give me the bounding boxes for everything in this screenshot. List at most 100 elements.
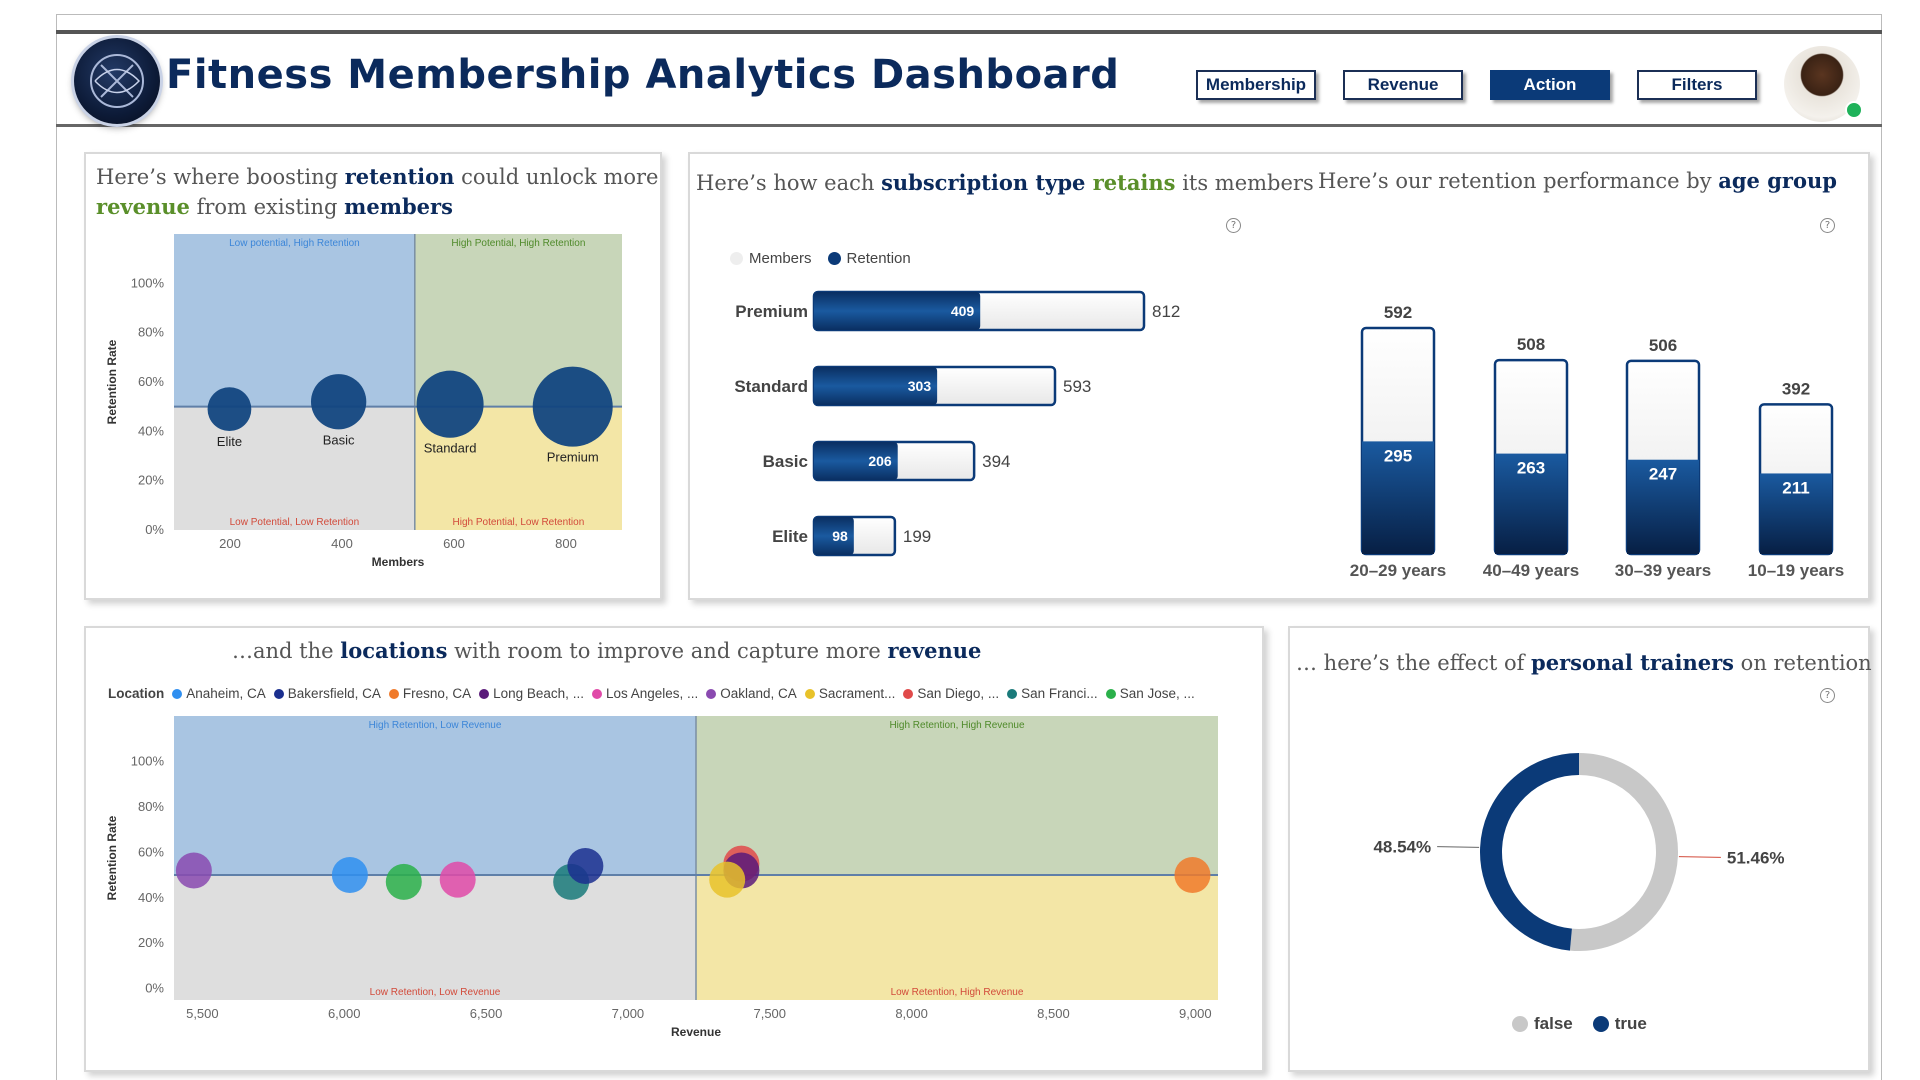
age-members-value: 506	[1649, 336, 1677, 355]
quadrant-bottom-left	[174, 875, 696, 1000]
members-value-label: 199	[903, 527, 931, 546]
nav-button-membership[interactable]: Membership	[1196, 70, 1316, 100]
subscription-age-card: Here’s how each subscription type retain…	[688, 152, 1870, 600]
page-title: Fitness Membership Analytics Dashboard	[166, 52, 1120, 98]
bubble-label: Elite	[217, 434, 242, 449]
y-tick-label: 20%	[138, 473, 164, 488]
location-legend-item[interactable]: Sacrament...	[818, 686, 896, 701]
x-tick-label: 200	[219, 536, 241, 551]
age-retention-bar	[1495, 453, 1567, 554]
age-group-bar-chart: 592 295 20–29 years 508 263 40–49 years 506 247…	[1350, 303, 1844, 580]
bar-category-label: Premium	[735, 302, 808, 321]
legend-true-label: true	[1614, 1014, 1647, 1033]
trainer-donut-chart: 51.46% 48.54%	[1373, 753, 1785, 951]
x-tick-label: 9,000	[1179, 1006, 1212, 1021]
legend-retention-label: Retention	[846, 250, 911, 267]
location-legend-item[interactable]: Bakersfield, CA	[287, 686, 381, 701]
age-category-label: 10–19 years	[1748, 561, 1844, 580]
location-bubble	[331, 857, 368, 894]
trainer-legend: false true	[1512, 1014, 1647, 1034]
y-tick-label: 100%	[131, 275, 165, 290]
location-bubble	[175, 852, 212, 889]
location-legend-item[interactable]: Anaheim, CA	[186, 686, 266, 701]
retention-bar-premium	[814, 292, 981, 330]
retention-scatter-chart: Low potential, High Retention High Potent…	[105, 234, 622, 569]
nav-button-revenue[interactable]: Revenue	[1343, 70, 1463, 100]
location-legend-dot-icon	[1105, 688, 1116, 699]
quadrant-label: Low potential, High Retention	[229, 238, 360, 249]
quadrant-label: Low Retention, High Revenue	[891, 987, 1024, 998]
retention-bar-standard	[814, 367, 938, 405]
age-retention-bar	[1760, 473, 1832, 554]
age-retention-value: 211	[1782, 478, 1809, 497]
location-bubble	[439, 861, 476, 898]
quadrant-label: High Retention, High Revenue	[889, 720, 1025, 731]
bubble-label: Premium	[547, 450, 599, 465]
quadrant-top-right	[696, 716, 1218, 876]
quadrant-top-left	[174, 716, 696, 876]
location-legend-item[interactable]: San Jose, ...	[1119, 686, 1195, 701]
nav-button-action[interactable]: Action	[1490, 70, 1610, 100]
header-rule	[56, 124, 1882, 127]
trainer-help-icon[interactable]: ?	[1820, 688, 1835, 703]
retention-value-label: 409	[951, 303, 975, 319]
subscription-help-icon[interactable]: ?	[1226, 218, 1241, 233]
y-tick-label: 40%	[138, 423, 164, 438]
location-legend-dot-icon	[273, 688, 284, 699]
donut-leader-line	[1678, 856, 1721, 858]
location-bubble	[1174, 857, 1211, 894]
nav-button-filters[interactable]: Filters	[1637, 70, 1757, 100]
brand-logo-icon	[74, 38, 160, 124]
quadrant-top-left	[174, 234, 415, 407]
location-legend-item[interactable]: San Franci...	[1021, 686, 1098, 701]
donut-value-label: 51.46%	[1727, 848, 1785, 867]
subscription-bar-chart: Premium 409 812 Standard 303 593 Basic 206 394 El…	[734, 290, 1180, 557]
bar-category-label: Standard	[734, 377, 808, 396]
personal-trainer-card: … here’s the effect of personal trainers…	[1288, 626, 1872, 1072]
age-card-title: Here’s our retention performance by age …	[1318, 168, 1837, 193]
quadrant-label: Low Potential, Low Retention	[230, 517, 360, 528]
members-value-label: 394	[982, 452, 1010, 471]
quadrant-label: High Retention, Low Revenue	[369, 720, 502, 731]
quadrant-label: High Potential, High Retention	[451, 238, 585, 249]
location-legend-item[interactable]: Long Beach, ...	[493, 686, 584, 701]
x-axis-label: Members	[372, 555, 425, 569]
y-axis-label: Retention Rate	[105, 339, 119, 424]
bubble-elite	[207, 387, 252, 432]
age-members-value: 508	[1517, 335, 1545, 354]
location-legend-item[interactable]: Oakland, CA	[720, 686, 797, 701]
legend-members-icon	[730, 252, 743, 265]
location-scatter-chart: High Retention, Low Revenue High Retentio…	[105, 716, 1218, 1039]
retention-opportunity-card: Here’s where boosting retention could un…	[84, 152, 662, 600]
retention-value-label: 98	[832, 528, 848, 544]
location-legend-title: Location	[108, 686, 165, 701]
donut-slice-true	[1480, 753, 1580, 951]
location-legend-item[interactable]: Los Angeles, ...	[605, 686, 699, 701]
location-legend-dot-icon	[591, 688, 602, 699]
members-value-label: 593	[1063, 377, 1091, 396]
y-tick-label: 100%	[131, 753, 165, 768]
location-legend-item[interactable]: San Diego, ...	[917, 686, 1000, 701]
location-legend-item[interactable]: Fresno, CA	[402, 686, 472, 701]
location-legend-dot-icon	[804, 688, 815, 699]
subscription-card-title: Here’s how each subscription type retain…	[696, 170, 1314, 195]
bubble-standard	[416, 370, 484, 438]
location-bubble	[567, 847, 604, 884]
bubble-premium	[532, 366, 613, 447]
donut-leader-line	[1437, 846, 1480, 848]
legend-retention-icon	[827, 252, 841, 265]
y-axis-label: Retention Rate	[105, 815, 119, 900]
bar-category-label: Elite	[772, 527, 808, 546]
age-help-icon[interactable]: ?	[1820, 218, 1835, 233]
y-tick-label: 0%	[145, 981, 164, 996]
age-retention-value: 295	[1384, 446, 1412, 465]
location-bubble	[709, 861, 746, 898]
age-retention-bar	[1627, 459, 1699, 554]
age-category-label: 20–29 years	[1350, 561, 1446, 580]
x-tick-label: 8,500	[1037, 1006, 1070, 1021]
x-tick-label: 600	[443, 536, 465, 551]
location-legend-dot-icon	[1007, 688, 1018, 699]
location-bubble	[385, 863, 422, 900]
location-legend-dot-icon	[706, 688, 717, 699]
y-tick-label: 20%	[138, 935, 164, 950]
